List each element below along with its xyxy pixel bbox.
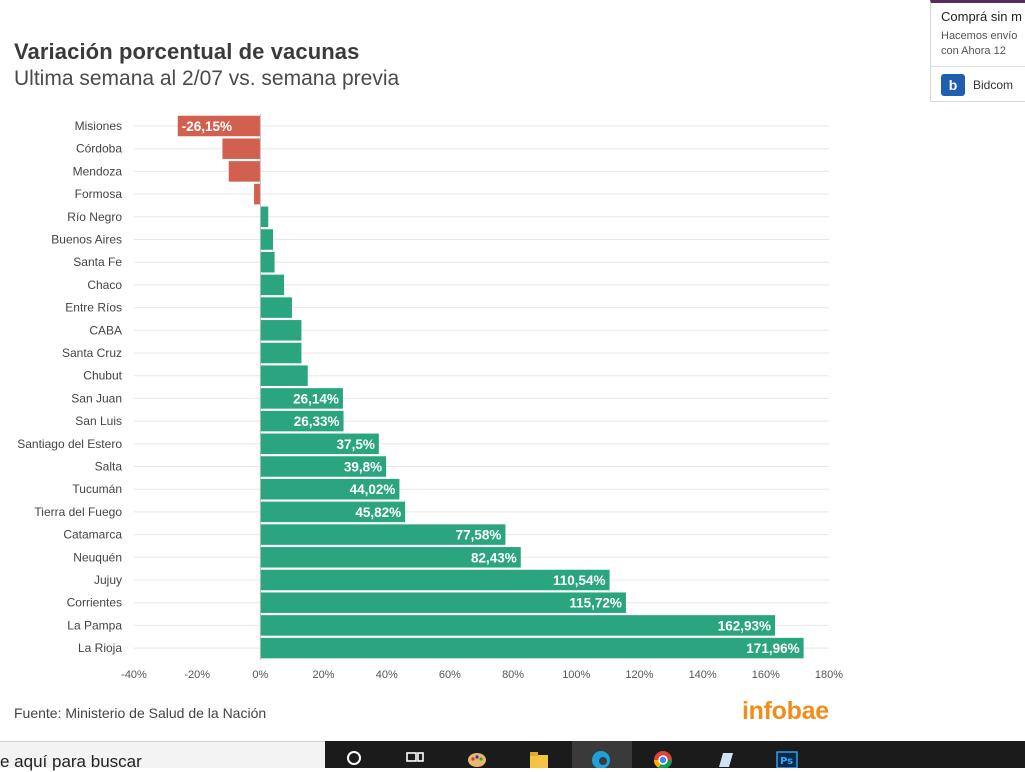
bar [260, 592, 626, 613]
x-tick-label: 80% [502, 669, 524, 681]
chrome-icon[interactable] [652, 747, 674, 768]
bar [260, 569, 610, 591]
svg-text:Ps: Ps [780, 756, 793, 767]
data-label: 82,43% [471, 550, 517, 565]
bar [222, 138, 261, 159]
bar [177, 115, 261, 137]
ad-divider [931, 66, 1025, 67]
data-label: 44,02% [350, 482, 396, 497]
source-note: Fuente: Ministerio de Salud de la Nación [14, 705, 267, 721]
x-tick-label: 100% [562, 669, 590, 681]
bar [260, 547, 521, 568]
category-label: Córdoba [76, 142, 122, 156]
bar [260, 501, 406, 523]
category-label: Santa Fe [73, 255, 122, 269]
bar [260, 342, 302, 364]
bar [254, 183, 261, 205]
infobae-logo[interactable]: infobae [742, 697, 829, 725]
bar [260, 229, 273, 250]
bar [260, 274, 285, 296]
category-label: Misiones [75, 119, 122, 133]
category-label: San Juan [71, 391, 122, 405]
chart-title: Variación porcentual de vacunas [14, 39, 360, 64]
category-label: Chubut [83, 369, 122, 383]
category-label: Entre Ríos [65, 301, 122, 315]
bar [260, 478, 400, 500]
category-label: Formosa [75, 187, 123, 201]
bar [260, 206, 269, 228]
ad-line-1: Hacemos envío [941, 30, 1018, 42]
file-explorer-icon[interactable] [528, 747, 550, 768]
bar [260, 524, 506, 545]
category-label: Río Negro [67, 210, 122, 224]
bar [260, 615, 776, 636]
data-label: -26,15% [182, 119, 232, 134]
category-label: Santiago del Estero [17, 437, 122, 451]
category-label: Tucumán [72, 482, 122, 496]
task-view-icon[interactable] [404, 747, 426, 768]
bar [260, 297, 292, 318]
category-label: CABA [89, 323, 122, 337]
data-label: 45,82% [355, 505, 401, 520]
x-tick-label: 140% [689, 669, 717, 681]
category-label: Buenos Aires [51, 233, 122, 247]
category-label: Tierra del Fuego [34, 505, 122, 519]
x-tick-label: 40% [376, 669, 398, 681]
x-tick-label: 160% [752, 669, 780, 681]
x-tick-label: 120% [625, 669, 653, 681]
notes-icon[interactable] [714, 747, 736, 768]
bar [260, 456, 387, 477]
bar [260, 433, 379, 455]
ad-panel[interactable]: Comprá sin m Hacemos envío con Ahora 12 … [930, 0, 1025, 102]
bar [228, 161, 261, 182]
x-tick-label: 60% [439, 669, 461, 681]
x-tick-label: -20% [184, 669, 210, 681]
x-tick-label: 20% [313, 669, 335, 681]
ad-brand[interactable]: Bidcom [973, 78, 1014, 92]
bar [260, 320, 302, 341]
bar-chart: -40% -20% 0% 20% 40% 60% 80% 100% 120% 140% 160% 18… [17, 114, 843, 681]
ad-title[interactable]: Comprá sin m [941, 9, 1022, 24]
category-label: Chaco [87, 278, 122, 292]
data-label: 115,72% [569, 596, 622, 611]
data-label: 26,33% [294, 414, 340, 429]
data-label: 37,5% [337, 437, 375, 452]
taskbar-search-box[interactable]: e aquí para buscar [0, 741, 325, 771]
x-tick-label: 0% [252, 669, 268, 681]
category-label: Neuquén [73, 550, 122, 564]
category-label: Santa Cruz [62, 346, 122, 360]
category-label: Mendoza [73, 164, 123, 178]
windows-taskbar: e aquí para buscar Ps [0, 741, 1025, 771]
photoshop-icon[interactable]: Ps [776, 747, 798, 768]
search-icon[interactable] [344, 747, 366, 768]
category-label: Salta [95, 460, 123, 474]
ad-line-2: con Ahora 12 [941, 45, 1006, 57]
bar [260, 637, 804, 659]
bidcom-logo-icon: b [941, 74, 965, 96]
category-label: La Pampa [67, 618, 122, 632]
ad-text: Hacemos envío con Ahora 12 [941, 29, 1017, 59]
data-label: 39,8% [344, 460, 382, 475]
x-tick-label: -40% [121, 669, 147, 681]
bar [260, 251, 275, 273]
bar [260, 410, 344, 432]
data-label: 26,14% [293, 391, 339, 406]
category-label: Catamarca [63, 528, 122, 542]
chart-subtitle: Ultima semana al 2/07 vs. semana previa [14, 67, 400, 90]
bar [260, 365, 308, 386]
data-label: 162,93% [718, 618, 771, 633]
data-label: 171,96% [746, 641, 799, 656]
data-label: 77,58% [456, 528, 502, 543]
category-label: San Luis [75, 414, 122, 428]
edge-icon[interactable] [590, 747, 612, 768]
category-label: Jujuy [94, 573, 122, 587]
x-tick-label: 180% [815, 669, 843, 681]
taskbar-search-text: e aquí para buscar [0, 752, 142, 771]
category-label: La Rioja [78, 641, 122, 655]
bar [260, 388, 343, 409]
paint-icon[interactable] [466, 747, 488, 768]
category-label: Corrientes [67, 596, 122, 610]
data-label: 110,54% [553, 573, 606, 588]
